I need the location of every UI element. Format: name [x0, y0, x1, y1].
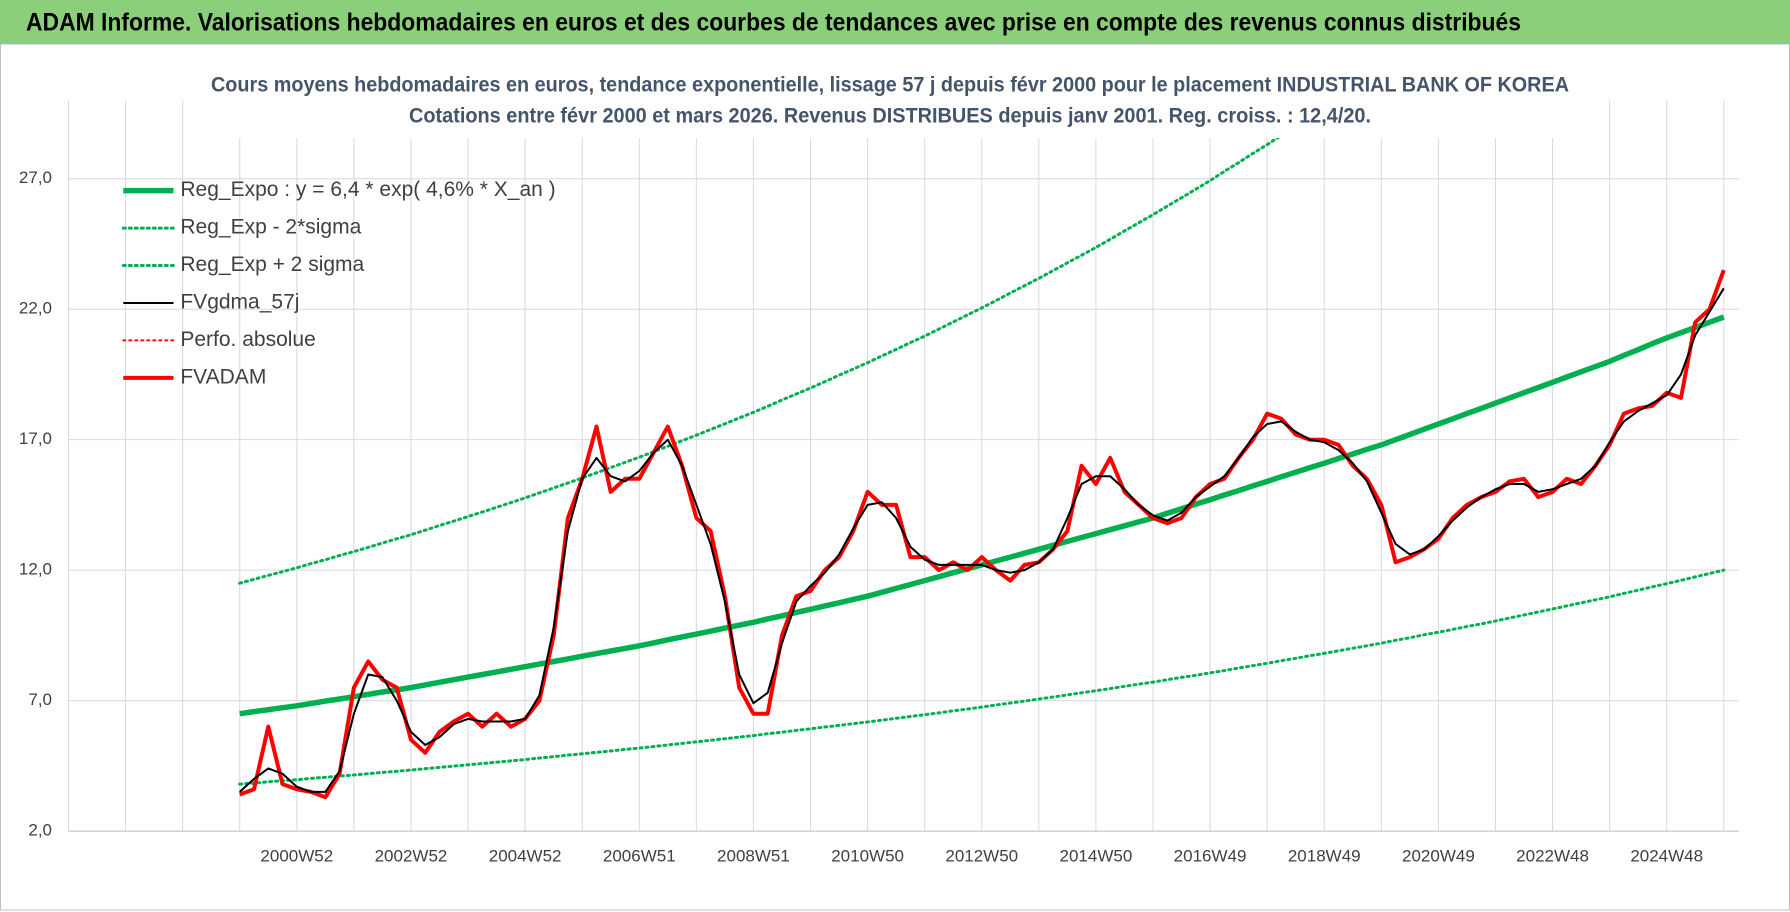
x-tick-label: 2016W49 — [1174, 846, 1247, 865]
x-tick-label: 2006W51 — [603, 846, 676, 865]
x-tick-label: 2004W52 — [489, 846, 562, 865]
x-tick-label: 2002W52 — [375, 846, 448, 865]
chart-subtitle: Cotations entre févr 2000 et mars 2026. … — [409, 105, 1371, 128]
legend-label: Reg_Expo : y = 6,4 * exp( 4,6% * X_an ) — [180, 178, 555, 201]
x-tick-label: 2022W48 — [1516, 846, 1589, 865]
y-tick-label: 7,0 — [28, 690, 52, 709]
chart-frame — [0, 43, 1790, 911]
x-tick-label: 2008W51 — [717, 846, 790, 865]
chart-title: Cours moyens hebdomadaires en euros, ten… — [211, 74, 1569, 97]
x-tick-label: 2024W48 — [1630, 846, 1703, 865]
x-tick-label: 2018W49 — [1288, 846, 1361, 865]
header-bar — [0, 0, 1790, 44]
grid — [67, 100, 1739, 832]
legend-label: FVgdma_57j — [180, 291, 299, 314]
x-tick-label: 2020W49 — [1402, 846, 1475, 865]
legend-label: Perfo. absolue — [180, 328, 315, 351]
series-line — [239, 287, 1725, 793]
x-tick-label: 2014W50 — [1060, 846, 1133, 865]
y-tick-label: 22,0 — [19, 299, 52, 318]
series-line — [238, 100, 1336, 585]
y-tick-label: 2,0 — [28, 821, 52, 840]
legend-label: FVADAM — [180, 365, 266, 388]
legend-label: Reg_Exp - 2*sigma — [180, 216, 361, 239]
series-line — [238, 568, 1726, 786]
y-tick-label: 12,0 — [19, 560, 52, 579]
legend: Reg_Expo : y = 6,4 * exp( 4,6% * X_an ) R… — [121, 178, 556, 388]
x-tick-label: 2010W50 — [831, 846, 904, 865]
x-tick-label: 2000W52 — [260, 846, 333, 865]
title-box — [200, 68, 1580, 138]
y-tick-label: 17,0 — [19, 429, 52, 448]
header-title: ADAM Informe. Valorisations hebdomadaire… — [26, 9, 1521, 37]
legend-label: Reg_Exp + 2 sigma — [180, 253, 364, 276]
series-layer — [238, 100, 1726, 800]
x-tick-label: 2012W50 — [945, 846, 1018, 865]
y-tick-label: 27,0 — [19, 168, 52, 187]
